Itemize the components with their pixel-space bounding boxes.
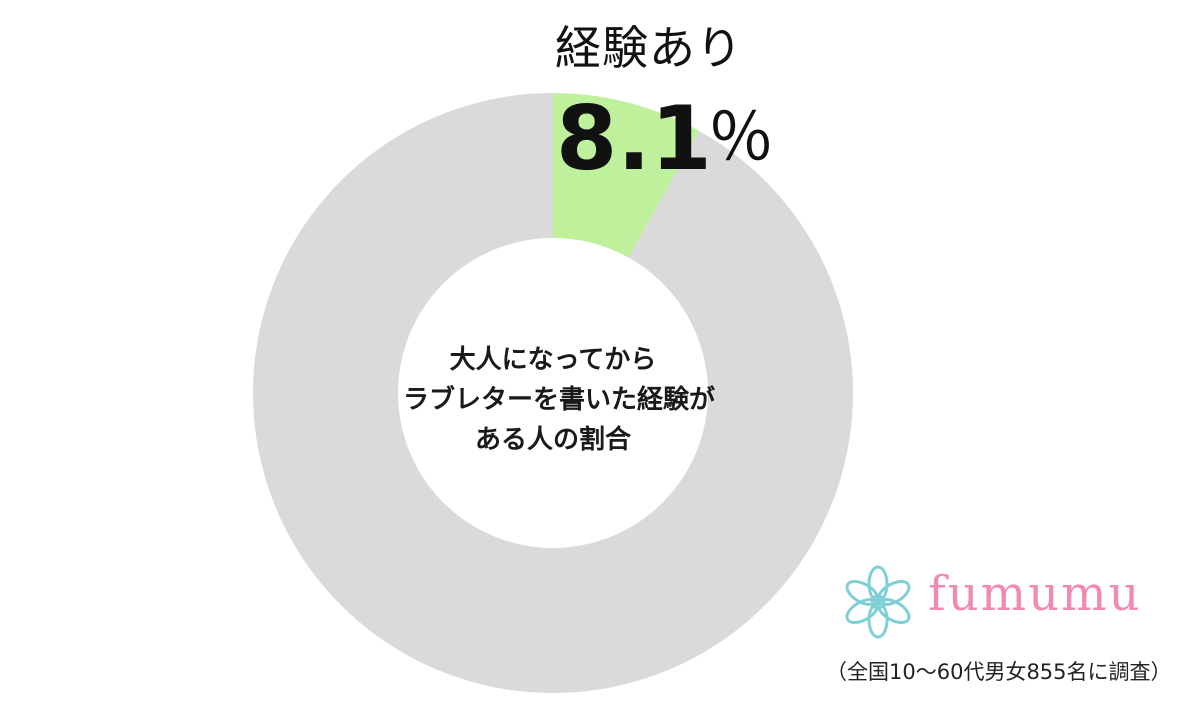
flower-logo-icon	[845, 565, 911, 639]
survey-footnote: （全国10～60代男女855名に調査）	[826, 660, 1172, 684]
center-label-line-1: 大人になってから	[449, 345, 657, 375]
donut-slice-1	[253, 93, 853, 693]
brand-name: fumumu	[928, 566, 1142, 622]
brand-logo: fumumu	[838, 560, 1140, 640]
donut-slice-0	[553, 93, 700, 258]
slice-value-label: 8.1	[556, 87, 712, 190]
center-label-line-3: ある人の割合	[474, 425, 631, 455]
chart-center-label: 大人になってから ラブレターを書いた経験が ある人の割合	[403, 340, 716, 460]
center-label-line-2: ラブレターを書いた経験が	[403, 385, 716, 415]
slice-label-experienced: 経験あり	[555, 21, 743, 75]
slice-value-unit: ％	[708, 99, 774, 176]
